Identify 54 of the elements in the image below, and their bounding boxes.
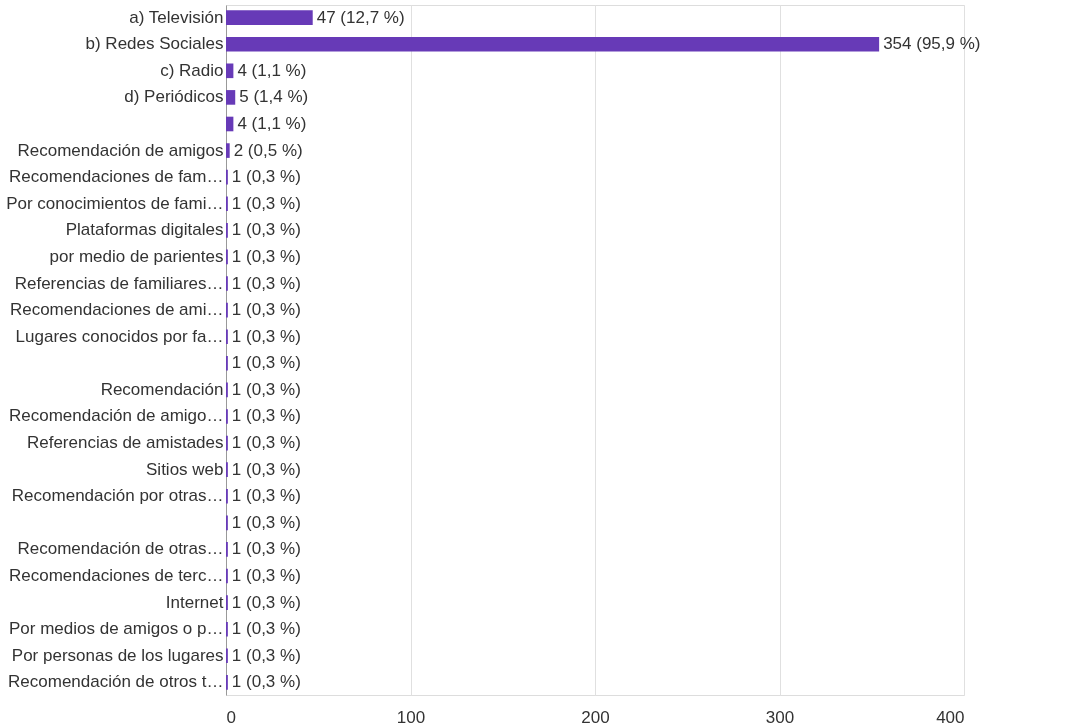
data-label: 4 (1,1 %) (237, 113, 307, 133)
y-tick-label: Recomendación (100, 379, 224, 399)
data-label: 1 (0,3 %) (231, 353, 301, 373)
data-label: 1 (0,3 %) (231, 193, 301, 213)
data-label: 1 (0,3 %) (231, 326, 301, 346)
data-label: 1 (0,3 %) (231, 672, 301, 692)
data-label: 1 (0,3 %) (231, 246, 301, 266)
y-tick-label: Recomendación por otras… (11, 486, 224, 506)
data-label: 1 (0,3 %) (231, 167, 301, 187)
y-tick-label: Recomendación de otros t… (8, 672, 224, 692)
y-tick-label: Por medios de amigos o p… (9, 619, 224, 639)
data-label: 5 (1,4 %) (239, 87, 309, 107)
data-label: 2 (0,5 %) (233, 140, 303, 160)
x-tick-label: 200 (581, 707, 610, 727)
data-label: 1 (0,3 %) (231, 300, 301, 320)
data-label: 1 (0,3 %) (231, 406, 301, 426)
y-tick-label: Plataformas digitales (65, 220, 224, 240)
y-tick-label: Recomendación de amigo… (8, 406, 224, 426)
y-tick-label: Recomendación de amigos (17, 140, 224, 160)
data-label: 1 (0,3 %) (231, 459, 301, 479)
x-tick-label: 400 (936, 707, 965, 727)
data-label: 4 (1,1 %) (237, 60, 307, 80)
y-tick-label: b) Redes Sociales (85, 34, 224, 54)
y-tick-label: Referencias de amistades (26, 433, 224, 453)
data-label: 1 (0,3 %) (231, 566, 301, 586)
data-label: 1 (0,3 %) (231, 619, 301, 639)
y-tick-label: Sitios web (146, 459, 224, 479)
y-tick-label: Recomendaciones de fam… (8, 167, 224, 187)
data-label: 47 (12,7 %) (316, 7, 405, 27)
y-tick-label: d) Periódicos (124, 87, 224, 107)
y-tick-label: Referencias de familiares… (14, 273, 224, 293)
x-tick-label: 100 (396, 707, 426, 727)
y-tick-label: Por personas de los lugares (11, 645, 224, 665)
y-tick-label: c) Radio (160, 60, 224, 80)
data-label: 1 (0,3 %) (231, 512, 301, 532)
data-label: 1 (0,3 %) (231, 273, 301, 293)
x-tick-label: 0 (226, 707, 236, 727)
x-tick-label: 300 (765, 707, 795, 727)
data-label: 1 (0,3 %) (231, 539, 301, 559)
data-label: 354 (95,9 %) (883, 34, 981, 54)
y-tick-label: Por conocimientos de fami… (6, 193, 224, 213)
y-tick-label: por medio de parientes (49, 246, 224, 266)
y-tick-label: Internet (165, 592, 224, 612)
y-tick-label: a) Televisión (129, 7, 224, 27)
data-label: 1 (0,3 %) (231, 645, 301, 665)
data-label: 1 (0,3 %) (231, 433, 301, 453)
data-label: 1 (0,3 %) (231, 486, 301, 506)
y-tick-label: Recomendaciones de ami… (9, 300, 224, 320)
data-label: 1 (0,3 %) (231, 592, 301, 612)
data-label: 1 (0,3 %) (231, 379, 301, 399)
data-label: 1 (0,3 %) (231, 220, 301, 240)
y-tick-label: Recomendación de otras… (17, 539, 224, 559)
y-tick-label: Lugares conocidos por fa… (15, 326, 224, 346)
y-tick-label: Recomendaciones de terc… (8, 566, 224, 586)
